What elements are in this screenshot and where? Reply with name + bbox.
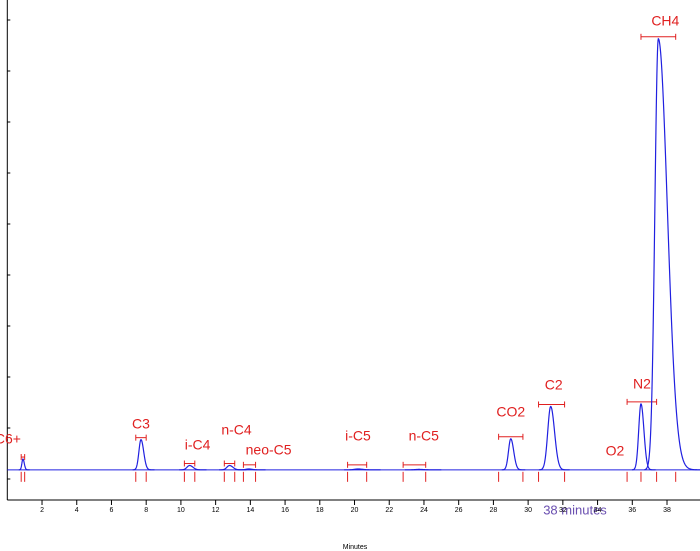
x-tick-label: 24 — [420, 507, 428, 514]
peak — [644, 37, 700, 471]
x-tick-label: 38 — [663, 507, 671, 514]
x-tick-label: 26 — [455, 507, 463, 514]
peak — [538, 405, 570, 471]
x-tick-label: 18 — [316, 507, 324, 514]
x-tick-label: 30 — [524, 507, 532, 514]
x-tick-label: 6 — [110, 507, 114, 514]
x-tick-label: 8 — [144, 507, 148, 514]
peak — [132, 439, 155, 471]
x-tick-label: 16 — [281, 507, 289, 514]
peak-label: C6+ — [0, 431, 21, 447]
x-tick-label: 4 — [75, 507, 79, 514]
peak — [631, 403, 656, 471]
peak — [238, 468, 266, 471]
peak-label: neo-C5 — [246, 442, 292, 458]
x-tick-label: 28 — [490, 507, 498, 514]
x-tick-label: 36 — [628, 507, 636, 514]
peak-label: C3 — [132, 416, 150, 432]
peak-label: i-C4 — [185, 437, 211, 453]
peak-label: n-C5 — [409, 428, 440, 444]
peak — [344, 468, 381, 471]
x-tick-label: 22 — [385, 507, 393, 514]
peak-label: O2 — [606, 443, 625, 459]
x-tick-label: 14 — [246, 507, 254, 514]
x-tick-label: 2 — [40, 507, 44, 514]
peak-label: C2 — [545, 377, 563, 393]
peak-label: CO2 — [496, 404, 525, 420]
peak-label: CH4 — [651, 13, 679, 29]
peak — [179, 464, 207, 471]
x-tick-label: 12 — [212, 507, 220, 514]
peak-label: i-C5 — [345, 428, 371, 444]
peak-label: N2 — [633, 376, 651, 392]
peak-label: n-C4 — [221, 422, 252, 438]
x-tick-label: 10 — [177, 507, 185, 514]
peak — [18, 458, 30, 471]
annotation: 38 minutes — [543, 502, 607, 517]
peak — [501, 438, 526, 471]
x-tick-label: 32 — [559, 507, 567, 514]
x-tick-label: 20 — [351, 507, 359, 514]
x-tick-label: 34 — [594, 507, 602, 514]
x-axis-label: Minutes — [343, 544, 368, 551]
